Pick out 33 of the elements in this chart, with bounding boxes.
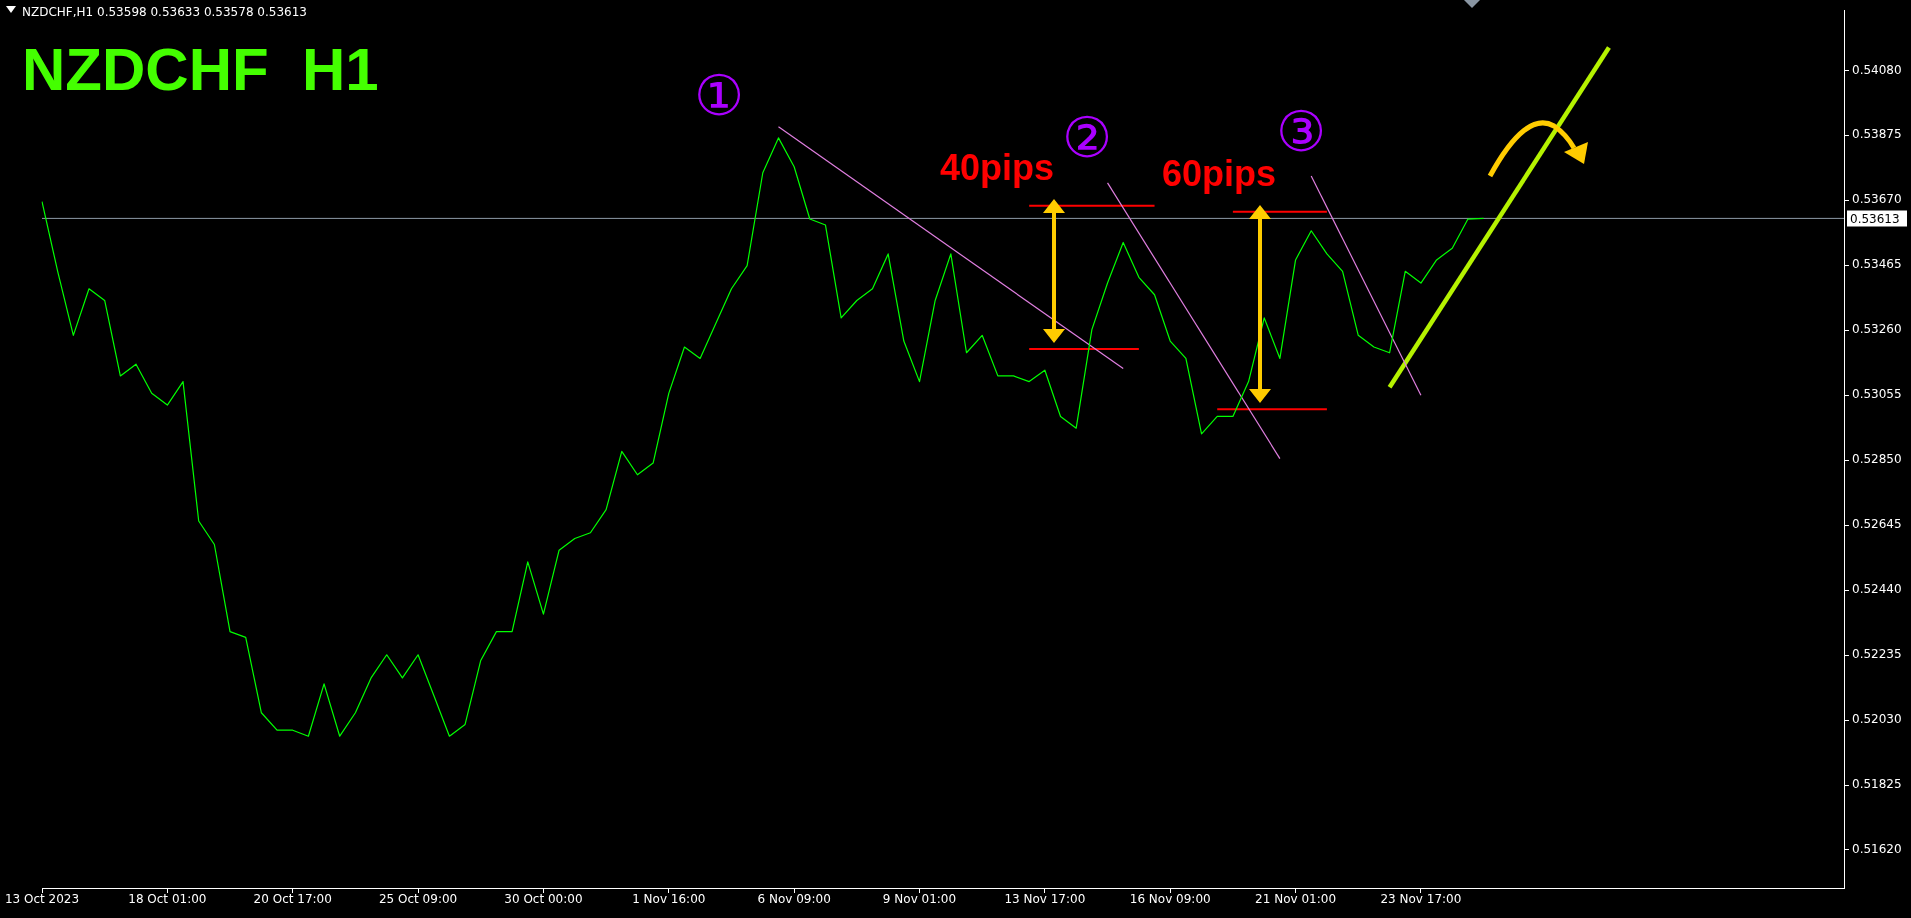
y-tick-label: 0.53875 xyxy=(1852,127,1902,142)
y-tick-label: 0.53465 xyxy=(1852,257,1902,272)
y-tick-label: 0.52645 xyxy=(1852,517,1902,532)
y-tick-label: 0.54080 xyxy=(1852,62,1902,77)
y-tick-label: 0.53670 xyxy=(1852,192,1902,207)
x-tick-label: 21 Nov 01:00 xyxy=(1255,892,1337,907)
x-tick-label: 18 Oct 01:00 xyxy=(128,892,207,907)
y-tick-label: 0.53055 xyxy=(1852,387,1902,402)
annotation: 40pips xyxy=(940,147,1055,188)
y-tick-label: 0.52235 xyxy=(1852,647,1902,662)
x-tick-label: 23 Nov 17:00 xyxy=(1380,892,1462,907)
ref-line-label: 0.53613 xyxy=(1850,211,1900,226)
y-tick-label: 0.52030 xyxy=(1852,712,1902,727)
chart-subtitle: NZDCHF,H1 0.53598 0.53633 0.53578 0.53613 xyxy=(22,4,307,20)
chart-title: NZDCHF H1 xyxy=(22,35,379,105)
annotation: ② xyxy=(1062,105,1113,170)
annotation: ③ xyxy=(1276,99,1327,164)
y-tick-label: 0.52440 xyxy=(1852,582,1902,597)
y-tick-label: 0.51825 xyxy=(1852,777,1902,792)
x-tick-label: 6 Nov 09:00 xyxy=(757,892,831,907)
y-tick-label: 0.51620 xyxy=(1852,842,1902,857)
x-tick-label: 9 Nov 01:00 xyxy=(882,892,957,907)
x-tick-label: 16 Nov 09:00 xyxy=(1129,892,1211,907)
x-tick-label: 13 Oct 2023 xyxy=(4,892,80,907)
x-tick-label: 1 Nov 16:00 xyxy=(632,892,706,907)
x-tick-label: 13 Nov 17:00 xyxy=(1004,892,1086,907)
annotation: 60pips xyxy=(1162,153,1277,194)
x-tick-label: 20 Oct 17:00 xyxy=(253,892,332,907)
x-tick-label: 30 Oct 00:00 xyxy=(504,892,583,907)
x-tick-label: 25 Oct 09:00 xyxy=(378,892,458,907)
y-tick-label: 0.52850 xyxy=(1852,452,1902,467)
annotation: ① xyxy=(694,63,745,128)
y-tick-label: 0.53260 xyxy=(1852,322,1902,337)
